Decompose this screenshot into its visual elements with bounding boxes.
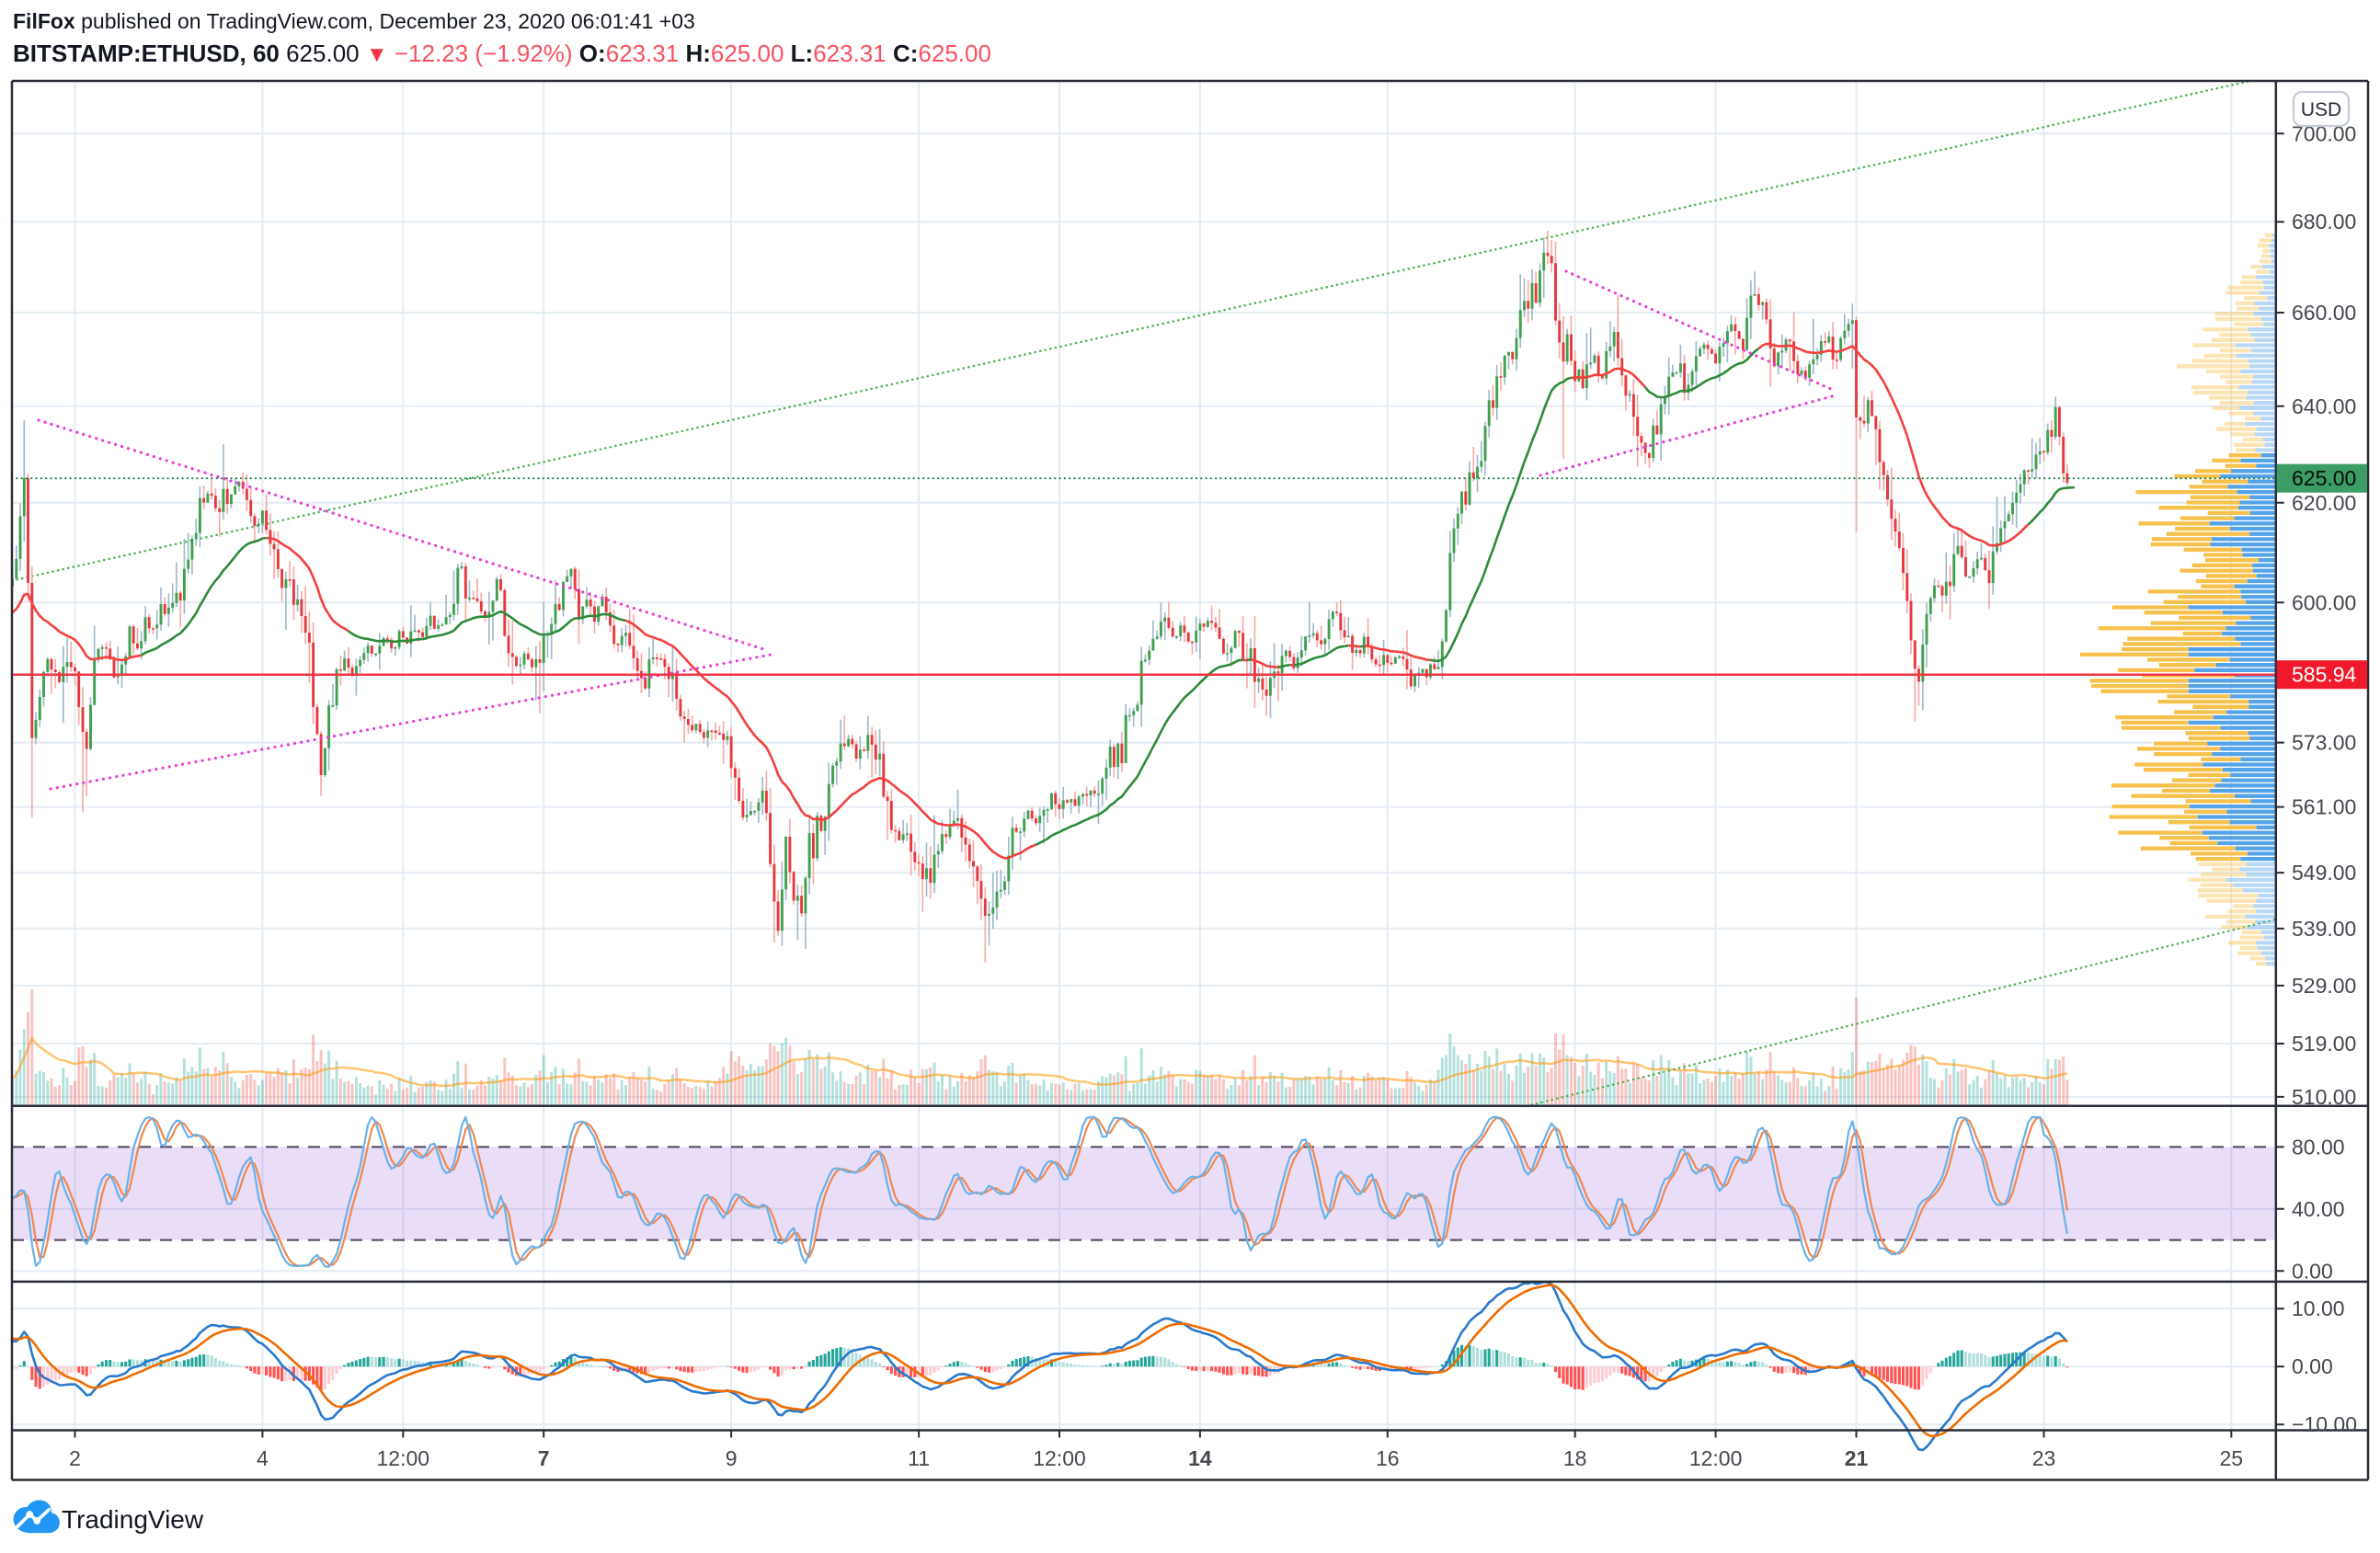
svg-text:0.00: 0.00 [2292, 1354, 2333, 1378]
svg-text:680.00: 680.00 [2292, 210, 2356, 234]
svg-text:573.00: 573.00 [2292, 731, 2356, 755]
svg-text:539.00: 539.00 [2292, 917, 2356, 941]
svg-text:FilFox published on TradingVie: FilFox published on TradingView.com, Dec… [13, 9, 695, 33]
svg-text:18: 18 [1563, 1446, 1587, 1470]
svg-text:12:00: 12:00 [1689, 1446, 1743, 1470]
svg-text:585.94: 585.94 [2292, 663, 2357, 687]
svg-text:660.00: 660.00 [2292, 301, 2356, 325]
svg-text:625.00: 625.00 [2292, 466, 2356, 490]
svg-text:549.00: 549.00 [2292, 861, 2356, 885]
svg-text:25: 25 [2220, 1446, 2244, 1470]
svg-text:9: 9 [726, 1446, 738, 1470]
svg-text:11: 11 [908, 1446, 930, 1470]
svg-text:7: 7 [538, 1446, 550, 1470]
svg-text:4: 4 [257, 1446, 269, 1470]
svg-text:14: 14 [1188, 1446, 1212, 1470]
svg-text:600.00: 600.00 [2292, 590, 2356, 614]
svg-text:23: 23 [2032, 1446, 2056, 1470]
svg-text:12:00: 12:00 [377, 1446, 430, 1470]
svg-text:40.00: 40.00 [2292, 1197, 2345, 1221]
svg-text:16: 16 [1376, 1446, 1400, 1470]
svg-text:USD: USD [2301, 99, 2341, 120]
svg-text:519.00: 519.00 [2292, 1032, 2356, 1056]
svg-text:10.00: 10.00 [2292, 1296, 2345, 1320]
svg-text:0.00: 0.00 [2292, 1259, 2333, 1283]
svg-text:640.00: 640.00 [2292, 394, 2356, 418]
svg-text:510.00: 510.00 [2292, 1085, 2356, 1109]
svg-text:2: 2 [69, 1446, 81, 1470]
svg-text:12:00: 12:00 [1033, 1446, 1086, 1470]
svg-text:561.00: 561.00 [2292, 795, 2356, 819]
svg-text:80.00: 80.00 [2292, 1135, 2345, 1159]
svg-text:BITSTAMP:ETHUSD, 60 625.00 ▼: BITSTAMP:ETHUSD, 60 625.00 ▼ −12.23 (−1.… [13, 40, 991, 67]
svg-text:21: 21 [1845, 1446, 1869, 1470]
svg-text:620.00: 620.00 [2292, 491, 2356, 515]
svg-text:TradingView: TradingView [62, 1505, 204, 1534]
svg-text:529.00: 529.00 [2292, 974, 2356, 998]
svg-text:−10.00: −10.00 [2292, 1412, 2357, 1436]
